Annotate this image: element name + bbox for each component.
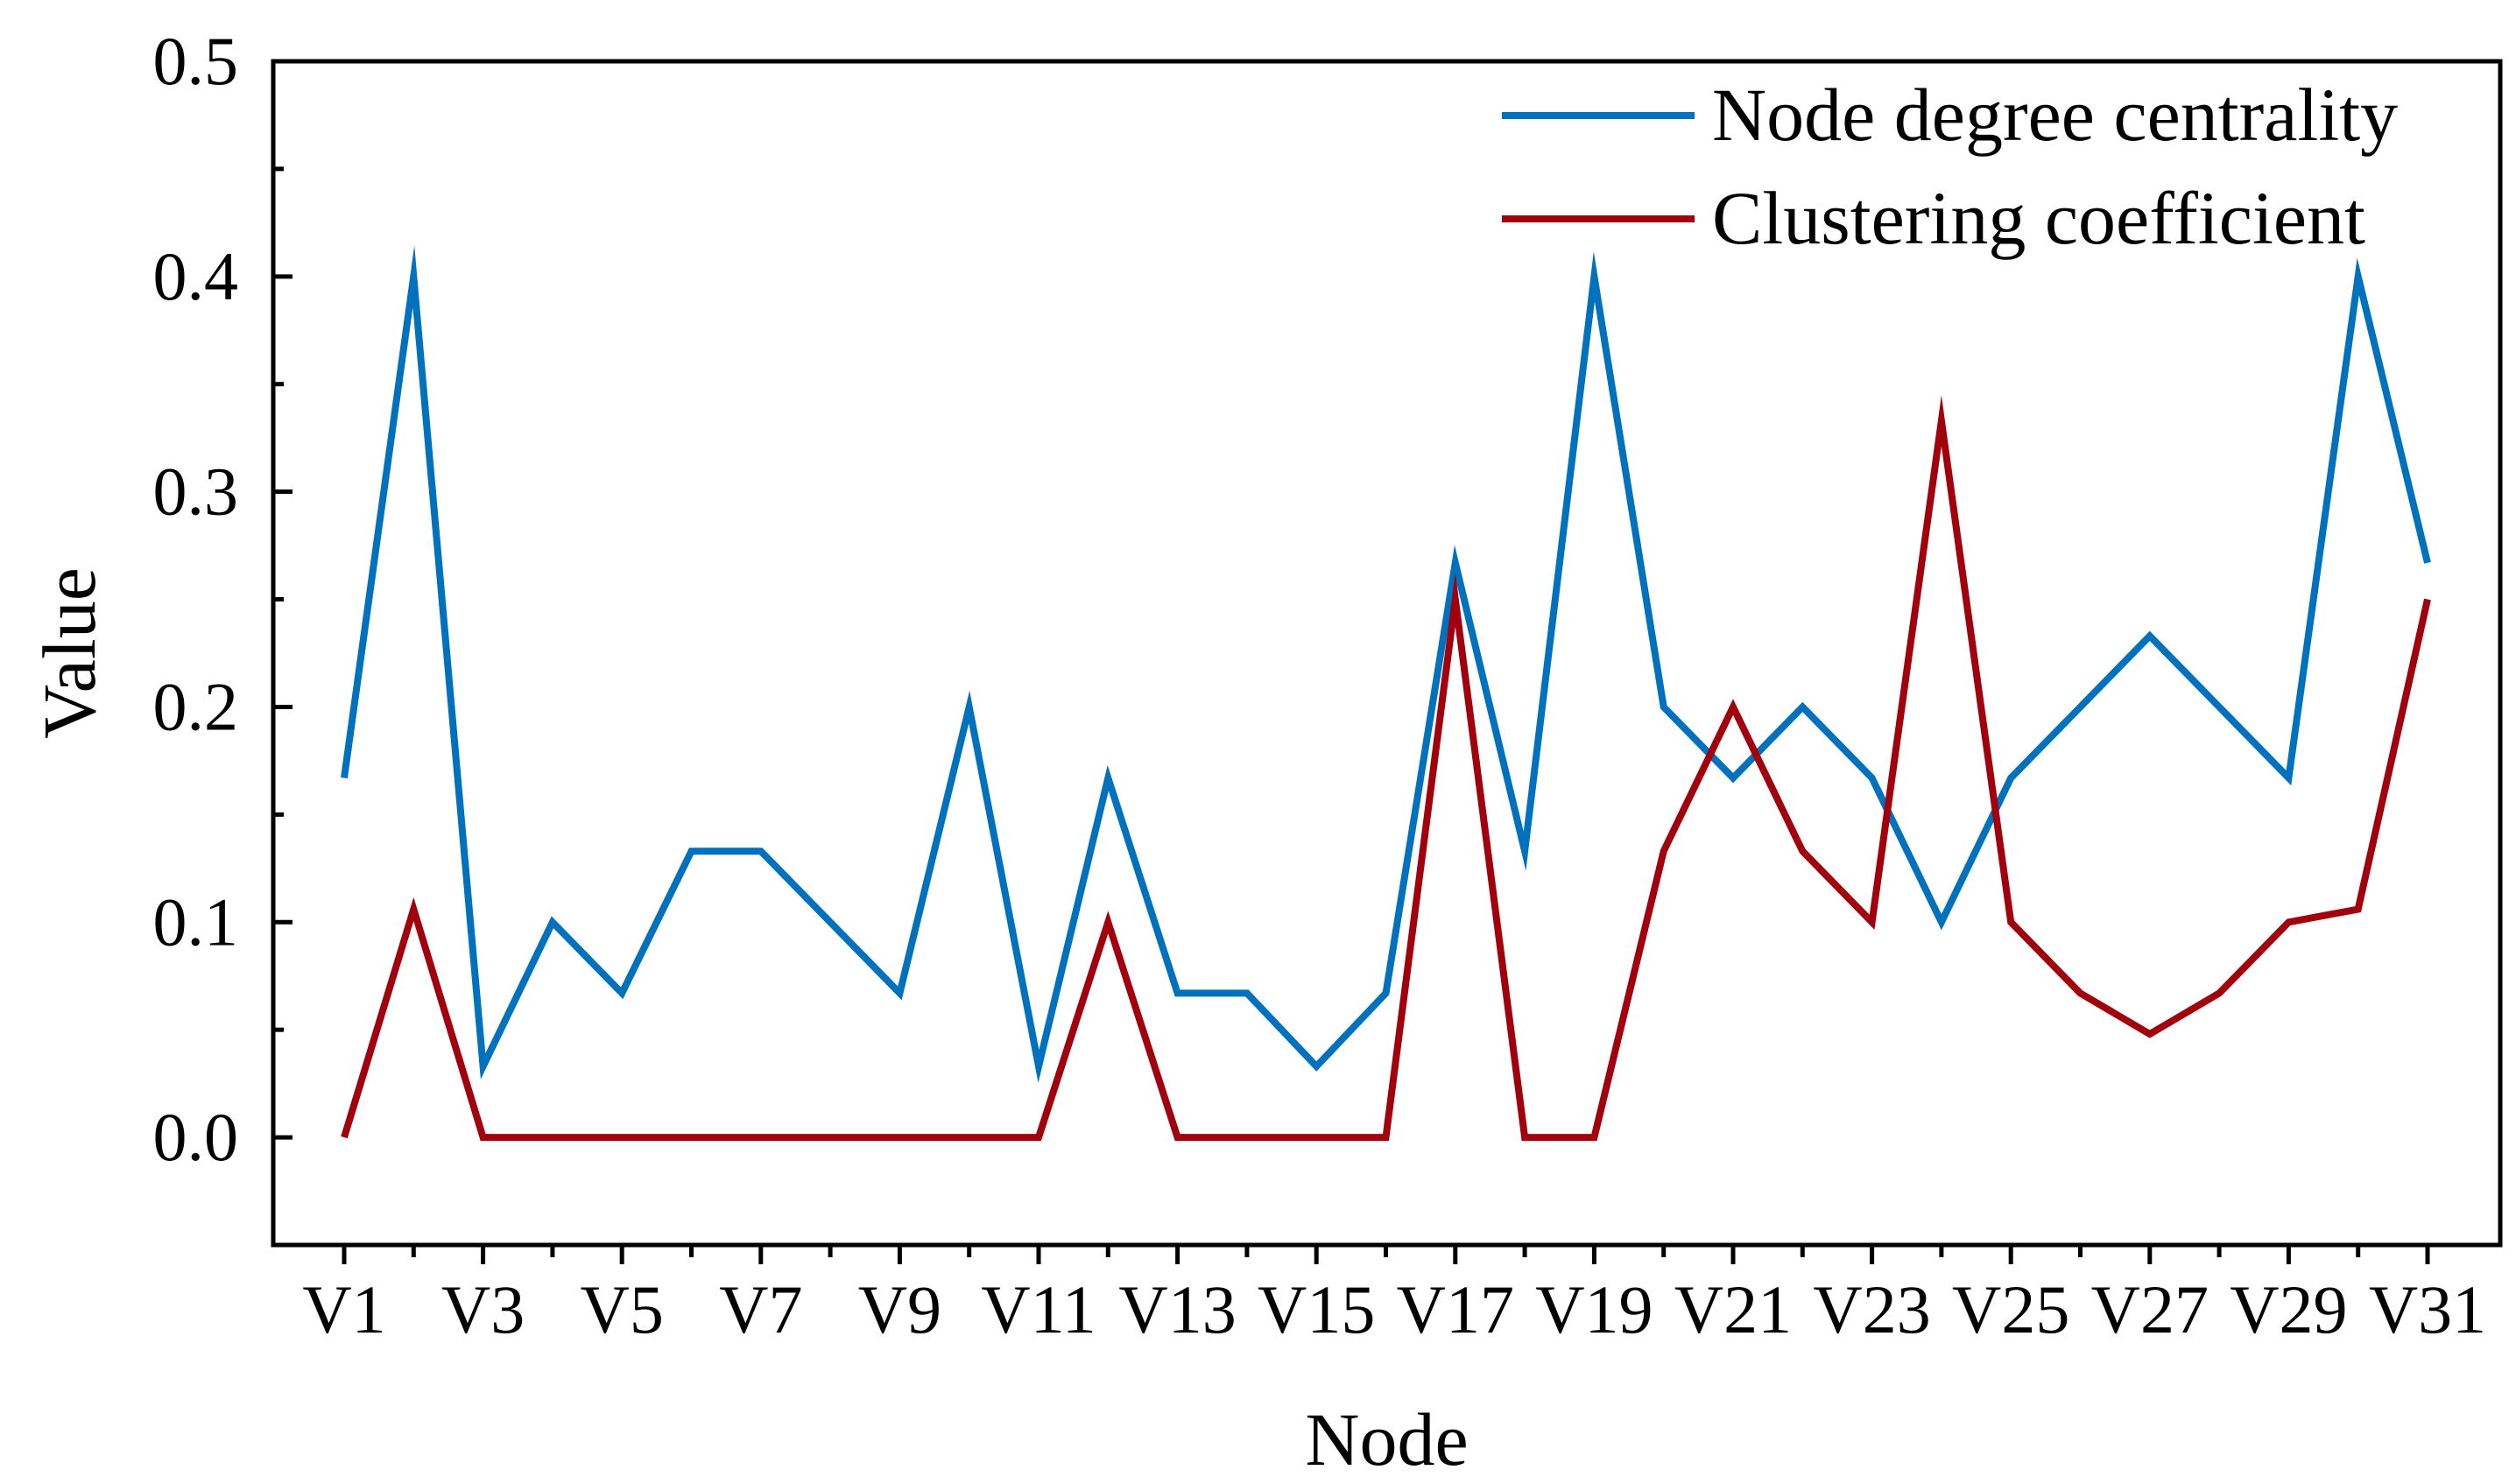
legend: Node degree centrality Clustering coeffic… <box>1502 73 2398 260</box>
x-tick-label: V23 <box>1813 1271 1930 1347</box>
x-tick-label: V7 <box>719 1271 802 1347</box>
x-tick-label: V9 <box>858 1271 941 1347</box>
x-tick-label: V5 <box>581 1271 664 1347</box>
plot-frame <box>271 59 2503 1248</box>
x-tick-label: V21 <box>1674 1271 1792 1347</box>
y-tick-label: 0.1 <box>153 883 239 960</box>
x-tick-label: V11 <box>981 1271 1096 1347</box>
y-tick-label: 0.2 <box>153 668 239 744</box>
y-tick-label: 0.0 <box>153 1099 239 1175</box>
y-tick-label: 0.5 <box>153 23 239 99</box>
axes: 0.0 0.1 0.2 0.3 0.4 0.5 V1 V3 V5 V7 V9 V11 V13 V15 V17… <box>27 23 2486 1481</box>
x-tick-label: V25 <box>1952 1271 2069 1347</box>
series-line-clustering-coefficient <box>341 395 2431 1142</box>
x-tick-label: V1 <box>302 1271 385 1347</box>
x-tick-label: V19 <box>1535 1271 1653 1347</box>
x-tick-label: V27 <box>2091 1271 2209 1347</box>
series-lines <box>341 245 2431 1142</box>
y-tick-label: 0.4 <box>153 238 239 314</box>
x-tick-label: V13 <box>1118 1271 1236 1347</box>
legend-label: Clustering coefficient <box>1712 176 2365 260</box>
x-axis-title: Node <box>1305 1397 1468 1481</box>
legend-label: Node degree centrality <box>1712 73 2398 157</box>
x-tick-label: V31 <box>2369 1271 2486 1347</box>
x-tick-label: V17 <box>1397 1271 1514 1347</box>
x-tick-label: V29 <box>2230 1271 2347 1347</box>
series-line-node-degree-centrality <box>341 245 2431 1083</box>
y-axis-title: Value <box>27 567 111 739</box>
x-tick-label: V3 <box>441 1271 525 1347</box>
y-tick-label: 0.3 <box>153 454 239 530</box>
x-tick-label: V15 <box>1258 1271 1375 1347</box>
